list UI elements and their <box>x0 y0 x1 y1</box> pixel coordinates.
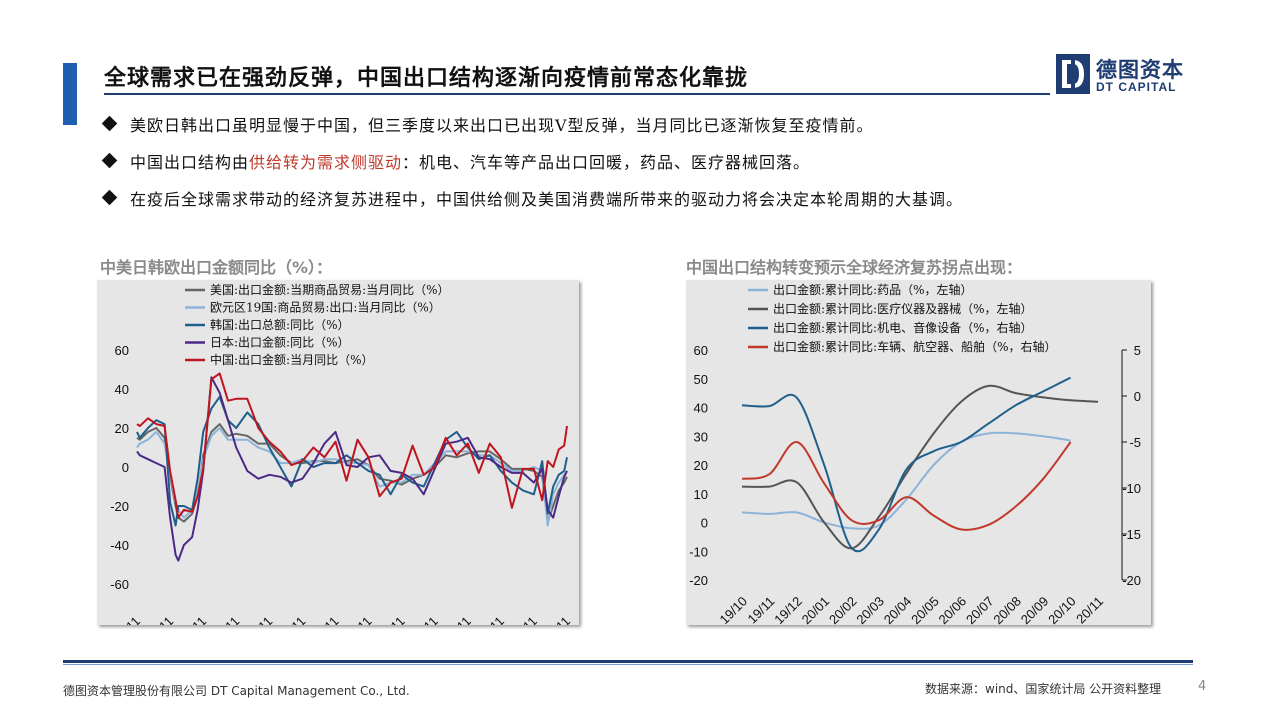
x-tick-label: 20/06 <box>936 594 970 625</box>
bullet-text: 中国出口结构由 <box>130 153 250 172</box>
right-chart-title: 中国出口结构转变预示全球经济复苏拐点出现： <box>686 258 1023 277</box>
series-line <box>741 441 1072 531</box>
legend-label: 出口金额:累计同比:机电、音像设备（%，右轴） <box>773 320 1033 335</box>
title-accent-bar <box>63 63 77 125</box>
x-tick-label: 14/11 <box>342 614 375 625</box>
series-line <box>741 376 1072 553</box>
series-line <box>136 372 568 519</box>
x-tick-label: 15/11 <box>375 614 408 625</box>
left-chart-svg: -60 -40 -20 0 20 40 60 07/1108/1109/1110/1111/1… <box>110 282 573 625</box>
logo-english-name: DT CAPITAL <box>1096 80 1177 94</box>
right-y-tick-label: -20 <box>1122 573 1141 588</box>
bullet-item: 美欧日韩出口虽明显慢于中国，但三季度以来出口已出现V型反弹，当月同比已逐渐恢复至… <box>101 112 1204 149</box>
left-y-tick-label: 0 <box>701 516 708 531</box>
x-tick-label: 19/10 <box>717 594 751 625</box>
footer-rule-thin <box>63 664 1193 665</box>
dt-logo-icon <box>1056 54 1090 94</box>
x-tick-label: 20/04 <box>881 594 915 625</box>
y-tick-label: 0 <box>122 460 129 475</box>
y-tick-label: -60 <box>110 577 129 592</box>
y-tick-label: -40 <box>110 538 129 553</box>
page-number: 4 <box>1198 679 1207 694</box>
bullet-item: 在疫后全球需求带动的经济复苏进程中，中国供给侧及美国消费端所带来的驱动力将会决定… <box>101 186 1204 223</box>
series-line <box>136 376 568 562</box>
diamond-bullet-icon <box>101 189 118 206</box>
x-tick-label: 20/02 <box>826 594 860 625</box>
y-tick-label: 20 <box>115 421 129 436</box>
title-underline <box>104 93 1050 95</box>
right-chart: -20 -10 0 10 20 30 40 50 60 -20 -15 -10 -5 0 5 19/10 19/… <box>686 280 1151 625</box>
x-tick-label: 10/11 <box>209 614 242 625</box>
legend-label: 出口金额:累计同比:医疗仪器及器械（%，左轴） <box>773 301 1033 316</box>
legend-label: 美国:出口金额:当期商品贸易:当月同比（%） <box>210 282 450 297</box>
left-y-tick-label: 20 <box>694 458 708 473</box>
left-y-tick-label: 60 <box>694 343 708 358</box>
bullet-item: 中国出口结构由供给转为需求侧驱动：机电、汽车等产品出口回暖，药品、医疗器械回落。 <box>101 149 1204 186</box>
bullet-text-tail: ：机电、汽车等产品出口回暖，药品、医疗器械回落。 <box>402 153 811 172</box>
x-tick-label: 11/11 <box>243 614 275 625</box>
right-chart-svg: -20-100102030405060-20-15-10-50519/1019/… <box>689 282 1141 625</box>
legend-label: 韩国:出口总额:同比（%） <box>210 317 350 332</box>
legend-label: 中国:出口金额:当月同比（%） <box>210 352 374 367</box>
y-tick-label: 40 <box>115 382 129 397</box>
x-tick-label: 19/12 <box>771 594 805 625</box>
bullet-text: 在疫后全球需求带动的经济复苏进程中，中国供给侧及美国消费端所带来的驱动力将会决定… <box>130 190 964 209</box>
x-tick-label: 09/11 <box>176 614 209 625</box>
x-tick-label: 20/10 <box>1045 594 1079 625</box>
left-y-tick-label: -10 <box>689 544 708 559</box>
bullet-list: 美欧日韩出口虽明显慢于中国，但三季度以来出口已出现V型反弹，当月同比已逐渐恢复至… <box>101 112 1204 223</box>
legend-label: 出口金额:累计同比:药品（%，左轴） <box>773 282 973 297</box>
series-line <box>741 431 1071 530</box>
x-tick-label: 19/11 <box>745 594 778 625</box>
footer-source: 数据来源：wind、国家统计局 公开资料整理 <box>925 682 1162 696</box>
right-y-tick-label: 0 <box>1134 389 1141 404</box>
page-title: 全球需求已在强劲反弹，中国出口结构逐渐向疫情前常态化靠拢 <box>104 66 749 91</box>
series-line <box>136 395 568 527</box>
left-y-tick-label: 40 <box>694 401 708 416</box>
x-tick-label: 20/09 <box>1018 594 1052 625</box>
diamond-bullet-icon <box>101 152 118 169</box>
footer-company: 德图资本管理股份有限公司 DT Capital Management Co., … <box>63 684 410 698</box>
x-tick-label: 17/11 <box>441 614 474 625</box>
logo-chinese-name: 德图资本 <box>1096 58 1184 82</box>
y-tick-label: 60 <box>115 343 129 358</box>
x-tick-label: 12/11 <box>276 614 309 625</box>
x-tick-label: 20/05 <box>908 594 942 625</box>
x-tick-label: 20/11 <box>1073 594 1106 625</box>
left-chart-title: 中美日韩欧出口金额同比（%）： <box>100 258 333 277</box>
right-y-tick-label: -15 <box>1122 527 1141 542</box>
left-y-tick-label: -20 <box>689 573 708 588</box>
footer-rule <box>63 660 1193 663</box>
left-y-tick-label: 50 <box>694 372 708 387</box>
right-y-tick-label: 5 <box>1134 343 1141 358</box>
bullet-highlight: 供给转为需求侧驱动 <box>249 153 403 172</box>
x-tick-label: 20/01 <box>799 594 833 625</box>
bullet-text: 美欧日韩出口虽明显慢于中国，但三季度以来出口已出现V型反弹，当月同比已逐渐恢复至… <box>130 116 874 135</box>
x-tick-label: 20/07 <box>963 594 997 625</box>
left-chart: -60 -40 -20 0 20 40 60 07/1108/1109/1110/1111/1… <box>97 280 579 625</box>
x-tick-label: 13/11 <box>309 614 342 625</box>
x-tick-label: 16/11 <box>408 614 441 625</box>
y-tick-label: -20 <box>110 499 129 514</box>
left-y-tick-label: 10 <box>694 487 708 502</box>
company-logo: 德图资本 DT CAPITAL <box>1056 54 1184 98</box>
legend-label: 出口金额:累计同比:车辆、航空器、船舶（%，右轴） <box>773 339 1057 354</box>
legend-label: 日本:出口金额:同比（%） <box>210 335 350 350</box>
left-y-tick-label: 30 <box>694 429 708 444</box>
right-y-tick-label: -5 <box>1129 435 1141 450</box>
right-y-tick-label: -10 <box>1122 481 1141 496</box>
x-tick-label: 20/11 <box>540 614 573 625</box>
legend-label: 欧元区19国:商品贸易:出口:当月同比（%） <box>210 300 441 315</box>
x-tick-label: 20/03 <box>853 594 887 625</box>
diamond-bullet-icon <box>101 115 118 132</box>
x-tick-label: 07/11 <box>110 614 143 625</box>
x-tick-label: 19/11 <box>507 614 540 625</box>
x-tick-label: 20/08 <box>990 594 1024 625</box>
series-line <box>741 384 1099 550</box>
x-tick-label: 18/11 <box>474 614 507 625</box>
series-line <box>136 427 568 527</box>
x-tick-label: 08/11 <box>143 614 176 625</box>
